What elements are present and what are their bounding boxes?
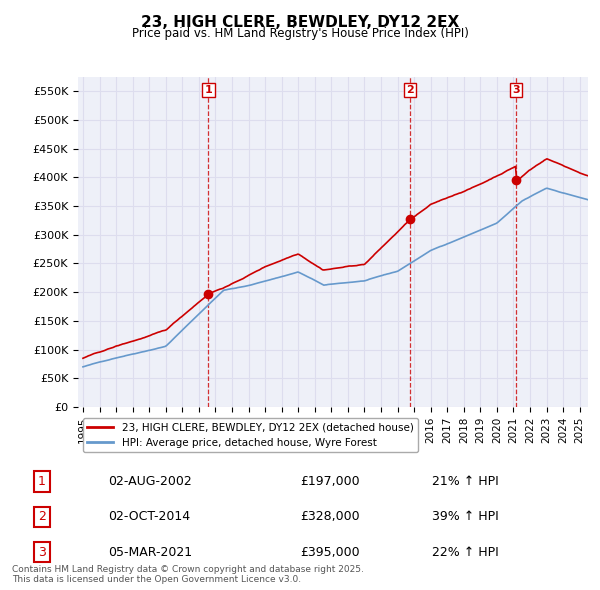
Text: 21% ↑ HPI: 21% ↑ HPI <box>432 475 499 488</box>
Text: Contains HM Land Registry data © Crown copyright and database right 2025.
This d: Contains HM Land Registry data © Crown c… <box>12 565 364 584</box>
Text: 22% ↑ HPI: 22% ↑ HPI <box>432 546 499 559</box>
Text: £395,000: £395,000 <box>300 546 359 559</box>
Text: 3: 3 <box>38 546 46 559</box>
Text: £197,000: £197,000 <box>300 475 359 488</box>
Text: 02-AUG-2002: 02-AUG-2002 <box>108 475 192 488</box>
Text: 2: 2 <box>406 85 414 95</box>
Text: 1: 1 <box>38 475 46 488</box>
Legend: 23, HIGH CLERE, BEWDLEY, DY12 2EX (detached house), HPI: Average price, detached: 23, HIGH CLERE, BEWDLEY, DY12 2EX (detac… <box>83 418 418 452</box>
Text: 2: 2 <box>38 510 46 523</box>
Text: 3: 3 <box>512 85 520 95</box>
Text: Price paid vs. HM Land Registry's House Price Index (HPI): Price paid vs. HM Land Registry's House … <box>131 27 469 40</box>
Text: 23, HIGH CLERE, BEWDLEY, DY12 2EX: 23, HIGH CLERE, BEWDLEY, DY12 2EX <box>141 15 459 30</box>
Text: 39% ↑ HPI: 39% ↑ HPI <box>432 510 499 523</box>
Text: 1: 1 <box>205 85 212 95</box>
Text: 05-MAR-2021: 05-MAR-2021 <box>108 546 192 559</box>
Text: 02-OCT-2014: 02-OCT-2014 <box>108 510 190 523</box>
Text: £328,000: £328,000 <box>300 510 359 523</box>
